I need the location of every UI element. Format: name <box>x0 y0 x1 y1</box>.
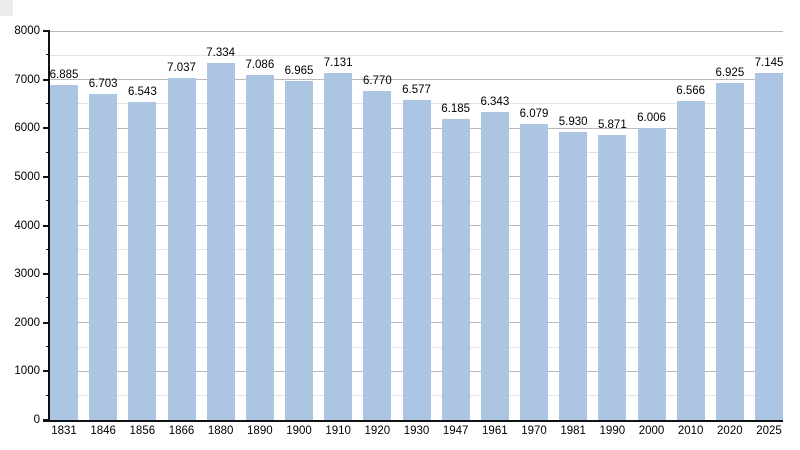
minor-gridline <box>50 54 783 56</box>
bar-value-label: 6.343 <box>480 95 510 108</box>
bar-value-label: 7.037 <box>167 61 196 74</box>
bar-value-label: 6.770 <box>362 74 392 87</box>
bar <box>520 124 548 420</box>
bar-value-label: 6.965 <box>284 65 314 78</box>
bar <box>363 90 392 420</box>
y-axis-major-tick <box>43 78 50 81</box>
x-axis-label: 1990 <box>599 425 626 437</box>
y-axis-major-tick <box>43 273 50 276</box>
y-axis-major-tick <box>43 127 50 130</box>
bar <box>715 83 744 420</box>
y-axis-label: 1000 <box>14 365 40 378</box>
x-axis-label: 1856 <box>129 425 156 437</box>
bar <box>167 77 196 420</box>
x-axis-label: 2025 <box>756 425 782 437</box>
bar-value-label: 7.086 <box>245 59 275 72</box>
bar-value-label: 6.925 <box>715 67 745 80</box>
x-axis-label: 2020 <box>717 425 743 437</box>
y-axis-label: 5000 <box>14 170 40 183</box>
bar <box>128 101 157 420</box>
bar <box>89 94 118 420</box>
bar <box>676 100 705 420</box>
x-axis-label: 1866 <box>168 425 195 437</box>
bar <box>245 75 274 420</box>
bar-value-label: 5.930 <box>558 115 588 128</box>
x-axis-label: 1920 <box>364 425 391 437</box>
bar <box>402 100 431 420</box>
y-axis-label: 3000 <box>14 268 40 281</box>
y-axis-label: 2000 <box>14 316 40 329</box>
bar <box>598 134 627 420</box>
bar-value-label: 6.577 <box>402 84 431 97</box>
bar-value-label: 7.145 <box>754 56 784 69</box>
bar-value-label: 6.885 <box>49 69 79 82</box>
y-axis-major-tick <box>43 175 50 178</box>
x-axis-label: 2010 <box>677 425 704 437</box>
bar-value-label: 6.543 <box>127 85 157 98</box>
x-axis-label: 1900 <box>286 425 312 437</box>
bar <box>206 63 235 420</box>
x-axis-label: 1910 <box>325 425 351 437</box>
bar <box>50 85 78 420</box>
bar-value-label: 6.079 <box>519 108 549 121</box>
major-gridline <box>50 79 783 81</box>
bar-value-label: 6.703 <box>88 78 118 91</box>
bar <box>755 72 783 420</box>
bar-value-label: 7.334 <box>206 47 236 60</box>
x-axis-label: 2000 <box>638 425 665 437</box>
x-axis-label: 1890 <box>247 425 273 437</box>
y-axis-major-tick <box>43 321 50 324</box>
y-axis-label: 7000 <box>14 73 40 86</box>
bar-value-label: 6.566 <box>676 84 706 97</box>
y-axis-label: 4000 <box>14 219 40 232</box>
x-axis-label: 1961 <box>482 425 508 437</box>
x-axis-label: 1947 <box>442 425 469 437</box>
y-axis-major-tick <box>43 30 50 32</box>
bar <box>441 119 470 420</box>
bar <box>285 81 313 420</box>
bar-value-label: 6.006 <box>637 111 666 124</box>
bar <box>480 111 509 420</box>
bar <box>559 131 588 420</box>
bar-value-label: 7.131 <box>323 57 353 70</box>
x-axis-label: 1831 <box>51 425 77 437</box>
y-axis-major-tick <box>43 370 50 373</box>
y-axis-major-tick <box>43 224 50 227</box>
y-axis-label: 8000 <box>14 25 40 37</box>
x-axis-line <box>43 420 783 422</box>
y-axis-label: 6000 <box>14 122 40 135</box>
major-gridline <box>50 30 783 32</box>
y-axis-label: 0 <box>33 414 40 426</box>
bar-value-label: 5.871 <box>597 118 627 131</box>
bar-value-label: 6.185 <box>441 103 471 116</box>
x-axis-label: 1930 <box>403 425 430 437</box>
x-axis-label: 1880 <box>207 425 234 437</box>
x-axis-label: 1970 <box>521 425 547 437</box>
y-axis-line <box>48 30 50 421</box>
bar <box>324 73 353 420</box>
bar <box>637 127 666 420</box>
x-axis-label: 1846 <box>90 425 116 437</box>
x-axis-label: 1981 <box>560 425 586 437</box>
screenshot-corner-artifact <box>0 0 13 16</box>
